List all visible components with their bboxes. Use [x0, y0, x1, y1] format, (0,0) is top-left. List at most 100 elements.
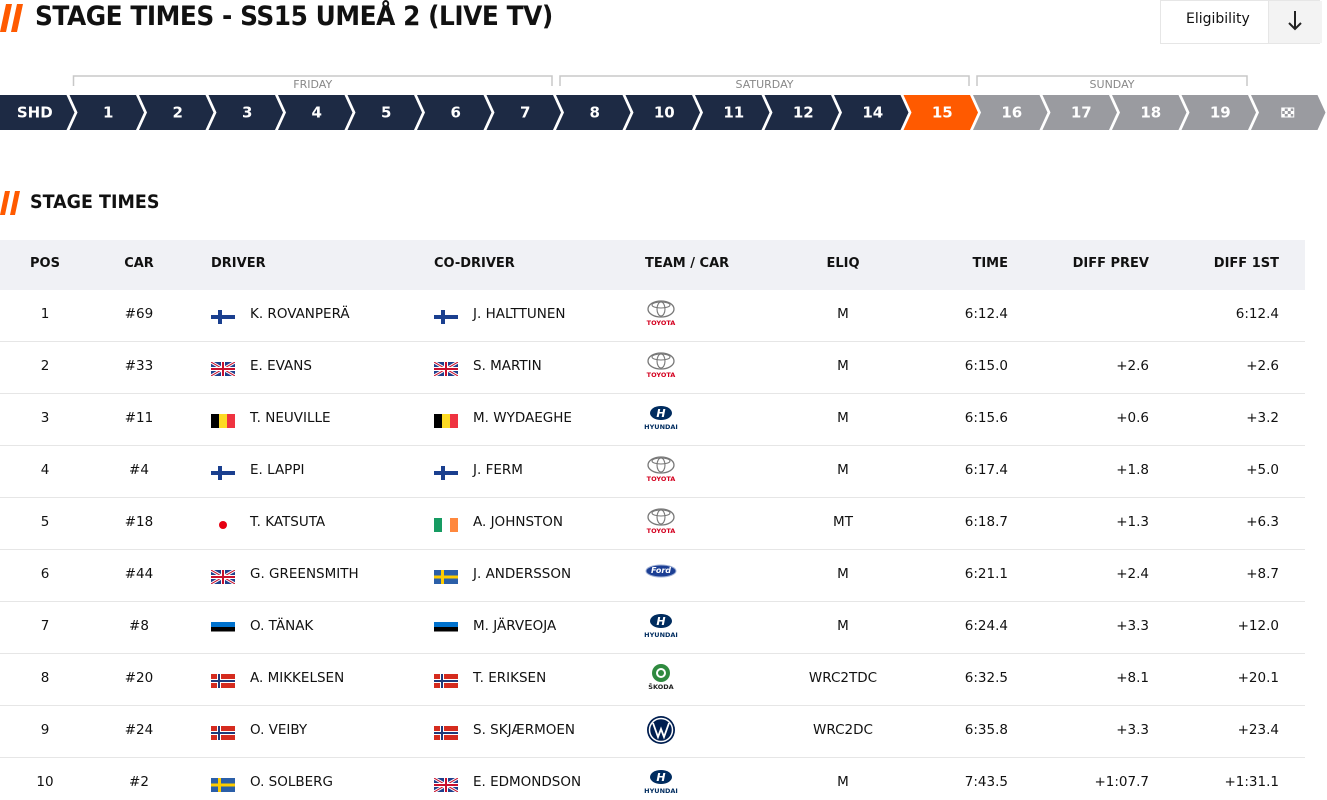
logo-emblem — [647, 300, 675, 318]
svg-text:H: H — [656, 615, 665, 628]
flag-icon — [433, 360, 459, 378]
car-number: #20 — [124, 670, 154, 686]
stage-tab[interactable] — [69, 95, 145, 130]
flag — [211, 674, 235, 688]
stage-tab[interactable] — [834, 95, 909, 130]
position: 2 — [40, 358, 50, 374]
arrow-down-icon — [1288, 11, 1302, 31]
stage-label: 17 — [1071, 104, 1092, 122]
diff-first: +23.4 — [1237, 722, 1279, 738]
flag — [434, 726, 458, 740]
stage-time: 6:18.7 — [964, 514, 1008, 530]
diff-prev: +1.8 — [1116, 462, 1149, 478]
flag-icon — [211, 777, 235, 792]
stage-time: 6:32.5 — [964, 670, 1008, 686]
stage-time: 6:15.6 — [964, 410, 1008, 426]
table-row — [0, 654, 1305, 706]
page-title: STAGE TIMES - SS15 UMEÅ 2 (LIVE TV) — [35, 1, 553, 32]
car-number: #33 — [124, 358, 154, 374]
stage-tab[interactable] — [973, 95, 1048, 130]
table-header — [0, 240, 1305, 290]
flag-square — [1281, 114, 1285, 117]
svg-text:H: H — [656, 407, 665, 420]
diff-prev: +3.3 — [1116, 618, 1149, 634]
position: 10 — [36, 774, 54, 790]
stage-tab[interactable] — [903, 95, 979, 130]
eligibility: M — [837, 358, 849, 374]
finish-flag-icon — [1281, 107, 1295, 118]
diff-prev: +1.3 — [1116, 514, 1149, 530]
eligibility: M — [837, 566, 849, 582]
eligibility: M — [837, 462, 849, 478]
stage-time: 6:21.1 — [964, 566, 1008, 582]
stage-tab[interactable] — [486, 95, 562, 130]
flag — [434, 570, 458, 584]
flag-icon — [434, 517, 458, 532]
stage-tab[interactable] — [556, 95, 631, 130]
car-number: #18 — [124, 514, 154, 530]
table-row — [0, 550, 1305, 602]
eligibility-label: Eligibility — [1186, 11, 1250, 27]
car-number: #11 — [124, 410, 154, 426]
finish-tab[interactable] — [1251, 95, 1326, 130]
logo-emblem — [647, 456, 675, 474]
diff-first: +6.3 — [1246, 514, 1279, 530]
day-label: FRIDAY — [293, 78, 332, 91]
diff-prev: +2.6 — [1116, 358, 1149, 374]
flag — [434, 518, 458, 532]
column-header: DIFF PREV — [1072, 256, 1149, 271]
stage-tab[interactable] — [1112, 95, 1187, 130]
stage-tab[interactable] — [625, 95, 701, 130]
flag-square — [1281, 108, 1285, 111]
driver-name: T. KATSUTA — [250, 514, 326, 530]
day-label-bg — [272, 77, 353, 89]
logo-emblem — [647, 352, 675, 370]
team-logo: H — [645, 612, 677, 644]
diff-prev: +1:07.7 — [1094, 774, 1149, 790]
logo-emblem: H — [650, 614, 672, 628]
dropdown-button[interactable] — [1268, 1, 1322, 43]
stage-tab[interactable] — [1042, 95, 1118, 130]
stage-tab[interactable] — [764, 95, 840, 130]
team-logo-text: HYUNDAI — [644, 787, 678, 795]
eligibility-dropdown[interactable]: Eligibility — [1160, 0, 1322, 44]
column-header: CO-DRIVER — [434, 256, 515, 271]
stage-tab[interactable] — [0, 95, 75, 130]
stage-label: 14 — [862, 104, 883, 122]
diff-first: +20.1 — [1237, 670, 1279, 686]
stage-tab[interactable] — [278, 95, 353, 130]
co-driver-name: S. MARTIN — [473, 358, 542, 374]
diff-first: 6:12.4 — [1235, 306, 1279, 322]
stage-tab[interactable] — [695, 95, 770, 130]
stage-time: 6:12.4 — [964, 306, 1008, 322]
stage-tab[interactable] — [417, 95, 492, 130]
driver-name: T. NEUVILLE — [250, 410, 331, 426]
stage-tab[interactable] — [208, 95, 284, 130]
flag — [434, 466, 458, 480]
flag — [211, 622, 235, 636]
diff-first: +1:31.1 — [1224, 774, 1279, 790]
eligibility: M — [837, 774, 849, 790]
position: 7 — [40, 618, 50, 634]
stage-label: 3 — [242, 104, 252, 122]
team-logo: H — [645, 768, 677, 800]
eligibility: WRC2TDC — [808, 670, 878, 686]
stage-tab[interactable] — [347, 95, 423, 130]
stage-time: 6:24.4 — [964, 618, 1008, 634]
stage-tab[interactable] — [139, 95, 214, 130]
flag-icon — [211, 413, 235, 428]
flag — [211, 310, 235, 324]
stage-time: 7:43.5 — [964, 774, 1008, 790]
co-driver-name: J. ANDERSSON — [473, 566, 572, 582]
stage-tab[interactable] — [1181, 95, 1257, 130]
diff-prev: +8.1 — [1116, 670, 1149, 686]
team-logo-text: HYUNDAI — [644, 423, 678, 431]
day-bracket — [72, 75, 553, 86]
flag-icon — [433, 776, 459, 794]
flag — [210, 568, 236, 586]
driver-name: O. VEIBY — [250, 722, 308, 738]
day-label: SATURDAY — [736, 78, 794, 91]
car-number: #69 — [124, 306, 154, 322]
column-header: DIFF 1ST — [1213, 256, 1279, 271]
section-accent — [0, 191, 20, 215]
